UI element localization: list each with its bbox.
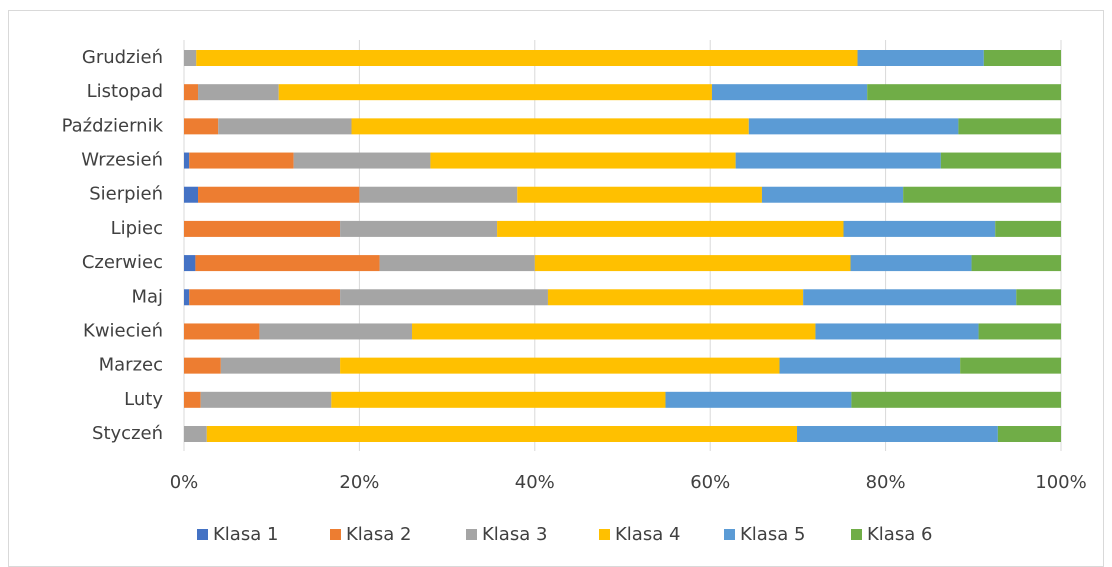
bar-segment: [497, 220, 844, 237]
y-tick-label: Maj: [131, 286, 163, 307]
bar-segment: [184, 84, 199, 101]
bar-segment: [748, 118, 959, 135]
bar-segment: [359, 186, 518, 203]
bar-segment: [997, 426, 1061, 442]
bar-segment: [665, 391, 852, 408]
bar-segment: [340, 289, 548, 306]
bar-segment: [547, 289, 804, 306]
bar-segment: [711, 84, 868, 101]
x-tick-label: 20%: [339, 472, 379, 493]
bar-segment: [196, 50, 858, 66]
bar-segment: [978, 323, 1061, 340]
bar-segment: [189, 152, 294, 169]
legend-label: Klasa 2: [346, 524, 411, 545]
bar-segment: [184, 357, 221, 374]
bar-segment: [735, 152, 941, 169]
chart-frame: [8, 10, 1104, 567]
bar-segment: [857, 50, 984, 66]
bar-segment: [195, 255, 380, 272]
bar-segment: [995, 220, 1061, 237]
bar-segment: [430, 152, 736, 169]
y-tick-label: Kwiecień: [83, 320, 163, 341]
legend-label: Klasa 6: [867, 524, 932, 545]
legend-label: Klasa 4: [615, 524, 680, 545]
y-tick-label: Październik: [62, 115, 164, 136]
x-tick-label: 60%: [690, 472, 730, 493]
x-tick-label: 100%: [1035, 472, 1086, 493]
bar-segment: [797, 426, 998, 442]
bar-segment: [340, 357, 780, 374]
x-tick-label: 40%: [515, 472, 555, 493]
legend-swatch: [197, 529, 208, 540]
bar-segment: [184, 50, 197, 66]
bar-segment: [278, 84, 712, 101]
legend-label: Klasa 5: [740, 524, 805, 545]
bar-segment: [189, 289, 341, 306]
legend-swatch: [330, 529, 341, 540]
x-tick-label: 0%: [170, 472, 199, 493]
bar-segment: [534, 255, 851, 272]
bar-segment: [206, 426, 798, 442]
y-tick-label: Listopad: [87, 81, 163, 102]
bar-segment: [412, 323, 816, 340]
x-tick-label: 80%: [866, 472, 906, 493]
bar-segment: [761, 186, 904, 203]
y-tick-label: Styczeń: [92, 423, 163, 444]
bar-segment: [958, 118, 1061, 135]
y-tick-label: Lipiec: [111, 218, 163, 239]
legend-label: Klasa 1: [213, 524, 278, 545]
bar-segment: [351, 118, 749, 135]
bar-segment: [218, 118, 352, 135]
bar-segment: [184, 426, 207, 442]
bar-segment: [815, 323, 979, 340]
bar-segment: [983, 50, 1061, 66]
bar-segment: [184, 220, 341, 237]
y-tick-label: Czerwiec: [82, 252, 163, 273]
legend-swatch: [599, 529, 610, 540]
bar-segment: [867, 84, 1061, 101]
y-tick-label: Luty: [124, 389, 163, 410]
bar-segment: [184, 186, 199, 203]
bar-segment: [803, 289, 1017, 306]
bar-segment: [184, 323, 260, 340]
legend-label: Klasa 3: [482, 524, 547, 545]
bar-segment: [971, 255, 1061, 272]
bar-segment: [200, 391, 332, 408]
bar-segment: [850, 255, 972, 272]
bar-segment: [184, 391, 201, 408]
legend-swatch: [466, 529, 477, 540]
bar-segment: [379, 255, 535, 272]
bar-segment: [184, 255, 196, 272]
bar-segment: [340, 220, 498, 237]
bar-segment: [220, 357, 341, 374]
bar-segment: [843, 220, 996, 237]
y-tick-label: Sierpień: [89, 184, 163, 205]
bar-segment: [779, 357, 961, 374]
y-tick-label: Grudzień: [82, 47, 163, 68]
bar-segment: [960, 357, 1061, 374]
y-tick-label: Marzec: [99, 355, 163, 376]
bar-segment: [184, 118, 219, 135]
bar-segment: [293, 152, 431, 169]
bar-segment: [851, 391, 1061, 408]
bar-segment: [1016, 289, 1061, 306]
legend-swatch: [851, 529, 862, 540]
legend-swatch: [724, 529, 735, 540]
bar-segment: [184, 289, 190, 306]
bar-segment: [331, 391, 666, 408]
bar-segment: [940, 152, 1061, 169]
bar-segment: [184, 152, 190, 169]
bar-segment: [198, 84, 279, 101]
bar-segment: [259, 323, 413, 340]
y-tick-label: Wrzesień: [81, 150, 163, 171]
bar-segment: [517, 186, 762, 203]
bar-segment: [903, 186, 1061, 203]
bar-segment: [198, 186, 360, 203]
